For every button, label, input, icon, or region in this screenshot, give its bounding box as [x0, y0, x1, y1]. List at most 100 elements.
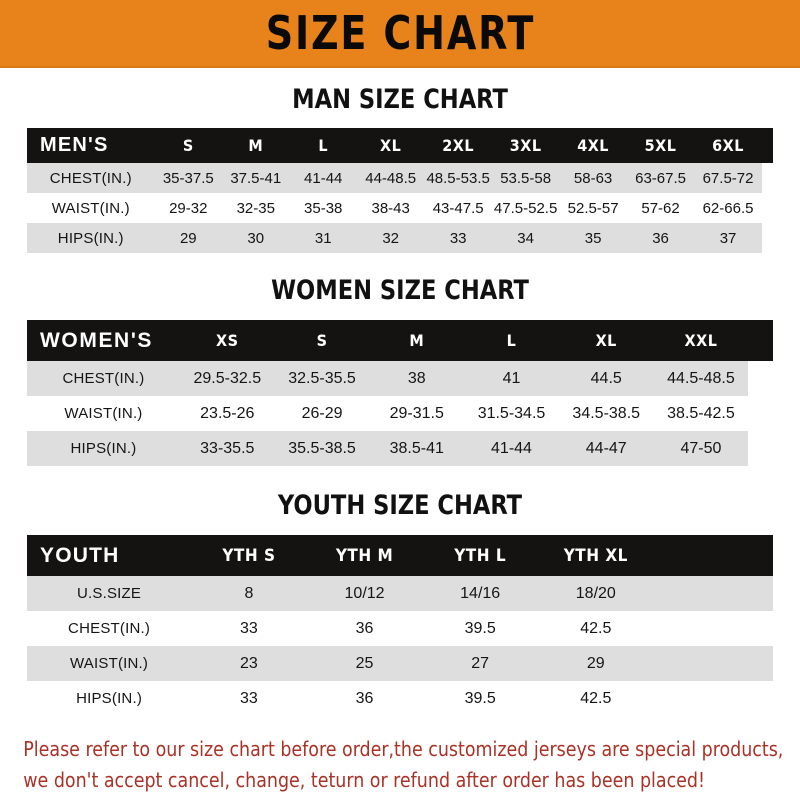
man-size-table: MEN'S S M L XL 2XL 3XL 4XL 5XL 6XL CHEST… — [27, 128, 773, 253]
table-row: U.S.SIZE 8 10/12 14/16 18/20 — [27, 576, 773, 611]
youth-size-header-s: YTH S — [222, 545, 276, 566]
women-waist-xl: 34.5-38.5 — [558, 396, 654, 431]
women-row-label-hips: HIPS(IN.) — [27, 431, 180, 466]
women-size-header-xs: XS — [216, 331, 239, 350]
youth-ussize-xl: 18/20 — [537, 576, 654, 611]
youth-corner-label: YOUTH — [40, 543, 120, 567]
man-chest-s: 35-37.5 — [154, 163, 223, 193]
youth-section-title: YOUTH SIZE CHART — [277, 490, 523, 521]
man-hips-5xl: 36 — [626, 223, 695, 253]
women-chest-s: 32.5-35.5 — [274, 361, 370, 396]
man-size-header-l: L — [318, 136, 329, 155]
youth-size-header-m: YTH M — [335, 545, 394, 566]
man-row-label-waist: WAIST(IN.) — [27, 193, 155, 223]
women-waist-tail — [748, 396, 773, 431]
man-size-chart-section: MAN SIZE CHART MEN'S S M L XL 2XL 3XL 4X… — [0, 84, 800, 253]
women-waist-xs: 23.5-26 — [179, 396, 275, 431]
man-chest-xl: 44-48.5 — [356, 163, 425, 193]
women-size-header-xl: XL — [595, 331, 617, 350]
youth-row-label-us-size: U.S.SIZE — [27, 576, 192, 611]
man-hips-2xl: 33 — [424, 223, 492, 253]
women-section-title: WOMEN SIZE CHART — [271, 275, 529, 306]
youth-size-header-l: YTH L — [454, 545, 507, 566]
table-row: CHEST(IN.) 33 36 39.5 42.5 — [27, 611, 773, 646]
women-size-header-s: S — [316, 331, 328, 350]
women-hips-xxl: 47-50 — [653, 431, 749, 466]
women-size-header-l: L — [506, 331, 517, 350]
man-size-header-xl: XL — [380, 136, 402, 155]
women-row-label-waist: WAIST(IN.) — [27, 396, 180, 431]
women-header-tail — [748, 320, 773, 361]
man-header-tail — [761, 128, 773, 163]
youth-header-tail — [653, 535, 773, 576]
women-size-chart-section: WOMEN SIZE CHART WOMEN'S XS S M L XL XXL… — [0, 275, 800, 466]
man-size-header-m: M — [248, 136, 264, 155]
women-hips-xs: 33-35.5 — [179, 431, 275, 466]
women-size-header-m: M — [409, 331, 425, 350]
man-waist-l: 35-38 — [289, 193, 357, 223]
order-policy-line-1: Please refer to our size chart before or… — [23, 737, 784, 761]
man-hips-s: 29 — [154, 223, 223, 253]
women-row-label-chest: CHEST(IN.) — [27, 361, 180, 396]
man-size-header-4xl: 4XL — [577, 136, 609, 155]
women-chest-xl: 44.5 — [558, 361, 654, 396]
man-chest-4xl: 58-63 — [559, 163, 627, 193]
youth-row-label-hips: HIPS(IN.) — [27, 681, 192, 716]
man-size-header-6xl: 6XL — [712, 136, 744, 155]
women-waist-s: 26-29 — [274, 396, 370, 431]
man-size-header-5xl: 5XL — [644, 136, 677, 155]
women-size-table: WOMEN'S XS S M L XL XXL CHEST(IN.) 29.5-… — [27, 320, 773, 466]
women-hips-tail — [748, 431, 773, 466]
man-chest-l: 41-44 — [289, 163, 357, 193]
man-size-header-s: S — [182, 136, 194, 155]
women-hips-xl: 44-47 — [558, 431, 654, 466]
women-waist-xxl: 38.5-42.5 — [653, 396, 749, 431]
man-table-header-row: MEN'S S M L XL 2XL 3XL 4XL 5XL 6XL — [27, 128, 773, 163]
youth-hips-s: 33 — [191, 681, 307, 716]
women-corner-label: WOMEN'S — [40, 328, 154, 352]
man-chest-2xl: 48.5-53.5 — [424, 163, 492, 193]
youth-chest-l: 39.5 — [422, 611, 538, 646]
man-waist-3xl: 47.5-52.5 — [491, 193, 560, 223]
youth-table-header-row: YOUTH YTH S YTH M YTH L YTH XL — [27, 535, 773, 576]
man-section-title: MAN SIZE CHART — [292, 84, 508, 115]
man-waist-xl: 38-43 — [356, 193, 425, 223]
table-row: CHEST(IN.) 35-37.5 37.5-41 41-44 44-48.5… — [27, 163, 773, 193]
youth-waist-xl: 29 — [537, 646, 654, 681]
youth-waist-l: 27 — [422, 646, 538, 681]
women-chest-l: 41 — [464, 361, 559, 396]
youth-waist-m: 25 — [306, 646, 423, 681]
table-row: WAIST(IN.) 23.5-26 26-29 29-31.5 31.5-34… — [27, 396, 773, 431]
man-hips-m: 30 — [222, 223, 290, 253]
man-chest-tail — [761, 163, 773, 193]
youth-hips-m: 36 — [306, 681, 423, 716]
table-row: HIPS(IN.) 33-35.5 35.5-38.5 38.5-41 41-4… — [27, 431, 773, 466]
youth-chest-s: 33 — [191, 611, 307, 646]
man-chest-m: 37.5-41 — [222, 163, 290, 193]
youth-row-label-chest: CHEST(IN.) — [27, 611, 192, 646]
women-hips-m: 38.5-41 — [369, 431, 465, 466]
women-hips-l: 41-44 — [464, 431, 559, 466]
man-hips-6xl: 37 — [694, 223, 762, 253]
man-waist-tail — [761, 193, 773, 223]
women-chest-tail — [748, 361, 773, 396]
man-chest-6xl: 67.5-72 — [694, 163, 762, 193]
man-hips-3xl: 34 — [491, 223, 560, 253]
youth-waist-s: 23 — [191, 646, 307, 681]
women-size-header-xxl: XXL — [684, 331, 718, 350]
man-waist-s: 29-32 — [154, 193, 223, 223]
page-title: SIZE CHART — [265, 6, 535, 60]
youth-row-label-waist: WAIST(IN.) — [27, 646, 192, 681]
youth-waist-tail — [653, 646, 773, 681]
youth-chest-m: 36 — [306, 611, 423, 646]
youth-hips-l: 39.5 — [422, 681, 538, 716]
women-chest-xs: 29.5-32.5 — [179, 361, 275, 396]
women-waist-l: 31.5-34.5 — [464, 396, 559, 431]
women-chest-xxl: 44.5-48.5 — [653, 361, 749, 396]
youth-ussize-l: 14/16 — [422, 576, 538, 611]
youth-size-header-xl: YTH XL — [563, 545, 628, 566]
man-waist-5xl: 57-62 — [626, 193, 695, 223]
man-waist-m: 32-35 — [222, 193, 290, 223]
man-waist-2xl: 43-47.5 — [424, 193, 492, 223]
man-hips-tail — [761, 223, 773, 253]
